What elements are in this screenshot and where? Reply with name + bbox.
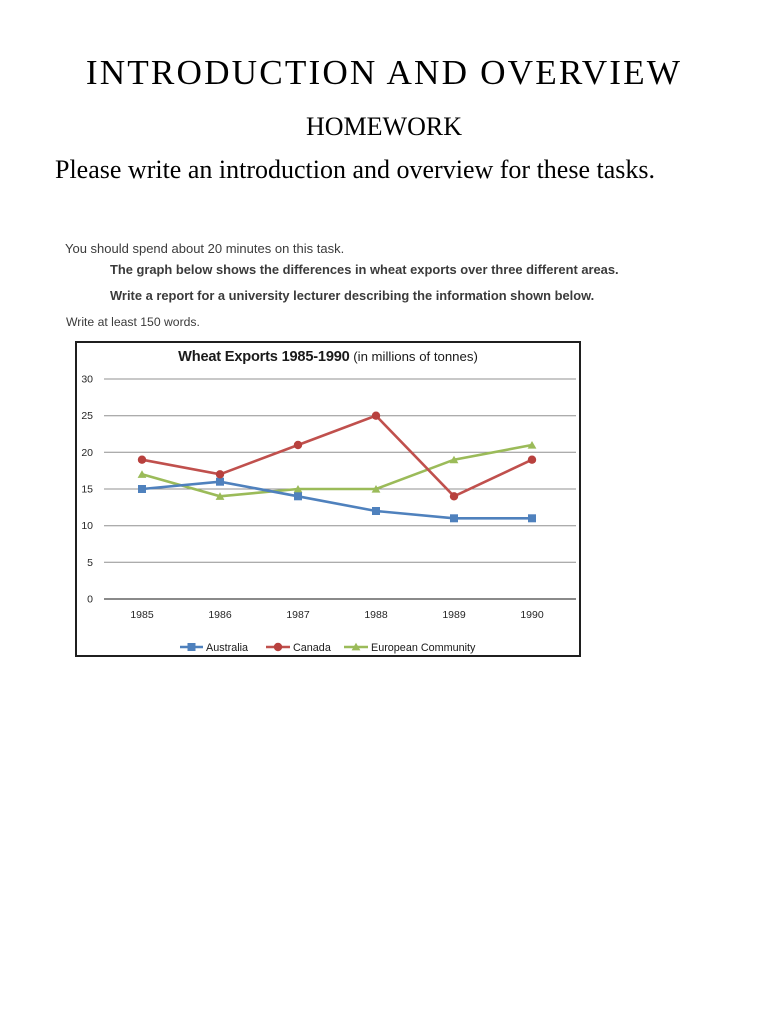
svg-text:20: 20	[81, 447, 93, 459]
svg-text:1985: 1985	[130, 609, 154, 621]
svg-text:1987: 1987	[286, 609, 310, 621]
svg-text:1986: 1986	[208, 609, 232, 621]
svg-text:1988: 1988	[364, 609, 388, 621]
svg-text:Australia: Australia	[206, 642, 248, 654]
svg-text:Wheat Exports 1985-1990 (in mi: Wheat Exports 1985-1990 (in millions of …	[178, 349, 478, 365]
svg-text:0: 0	[87, 594, 93, 606]
svg-text:5: 5	[87, 557, 93, 569]
svg-text:European Community: European Community	[371, 642, 476, 654]
svg-text:25: 25	[81, 410, 93, 422]
svg-text:1990: 1990	[520, 609, 544, 621]
svg-text:30: 30	[81, 374, 93, 386]
svg-text:Canada: Canada	[293, 642, 331, 654]
svg-text:15: 15	[81, 484, 93, 496]
svg-text:1989: 1989	[442, 609, 466, 621]
svg-text:10: 10	[81, 520, 93, 532]
